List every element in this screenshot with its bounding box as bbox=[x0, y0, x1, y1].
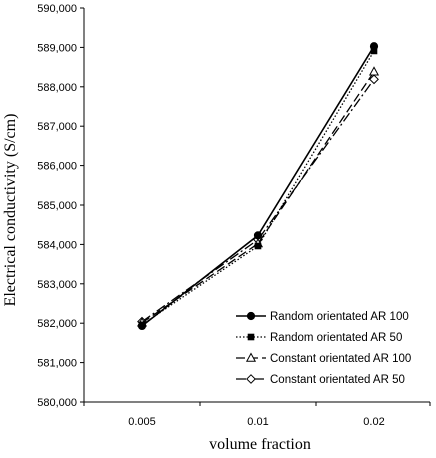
legend-marker bbox=[246, 311, 256, 321]
legend-entry: Constant orientated AR 50 bbox=[236, 374, 405, 386]
data-series bbox=[136, 42, 380, 331]
y-tick-label: 581,000 bbox=[37, 358, 77, 370]
series-3 bbox=[136, 66, 380, 327]
legend-marker bbox=[246, 374, 256, 384]
y-axis-ticks: 580,000 581,000 582,000 583,000 584,000 585,0… bbox=[37, 3, 84, 409]
y-tick-label: 586,000 bbox=[37, 161, 77, 173]
data-point bbox=[370, 47, 378, 55]
series-line bbox=[141, 45, 375, 327]
legend-label: Random orientated AR 50 bbox=[270, 332, 402, 344]
data-point bbox=[254, 242, 262, 250]
legend: Random orientated AR 100 Random orientate… bbox=[236, 311, 411, 386]
legend-entry: Random orientated AR 50 bbox=[236, 332, 402, 344]
y-tick-label: 589,000 bbox=[37, 42, 77, 54]
y-tick-label: 585,000 bbox=[37, 200, 77, 212]
data-point bbox=[253, 231, 263, 240]
y-tick-label: 590,000 bbox=[37, 3, 77, 15]
data-point bbox=[369, 74, 379, 85]
data-point bbox=[369, 42, 379, 51]
legend-entry: Random orientated AR 100 bbox=[236, 311, 409, 323]
series-2 bbox=[138, 47, 378, 329]
series-line bbox=[141, 50, 375, 326]
x-tick-label: 0.02 bbox=[363, 416, 384, 428]
data-point bbox=[368, 66, 380, 76]
series-1 bbox=[137, 42, 379, 331]
x-tick-label: 0.01 bbox=[247, 416, 268, 428]
y-tick-label: 580,000 bbox=[37, 397, 77, 409]
series-4 bbox=[137, 74, 379, 327]
legend-label: Constant orientated AR 100 bbox=[270, 353, 411, 365]
x-axis-ticks: 0.005 0.01 0.02 bbox=[83, 402, 431, 428]
y-tick-label: 582,000 bbox=[37, 318, 77, 330]
y-tick-label: 588,000 bbox=[37, 82, 77, 94]
y-axis-title: Electrical conductivity (S/cm) bbox=[2, 114, 19, 307]
series-line bbox=[141, 71, 375, 324]
legend-label: Random orientated AR 100 bbox=[270, 311, 409, 323]
series-line bbox=[141, 78, 375, 323]
data-point bbox=[137, 321, 147, 331]
x-tick-label: 0.005 bbox=[128, 416, 156, 428]
legend-marker bbox=[247, 333, 255, 341]
legend-label: Constant orientated AR 50 bbox=[270, 374, 405, 386]
legend-marker bbox=[245, 352, 257, 362]
y-tick-label: 584,000 bbox=[37, 239, 77, 251]
legend-entry: Constant orientated AR 100 bbox=[236, 352, 411, 365]
x-axis-title: volume fraction bbox=[209, 436, 311, 453]
y-tick-label: 587,000 bbox=[37, 121, 77, 133]
y-tick-label: 583,000 bbox=[37, 279, 77, 291]
